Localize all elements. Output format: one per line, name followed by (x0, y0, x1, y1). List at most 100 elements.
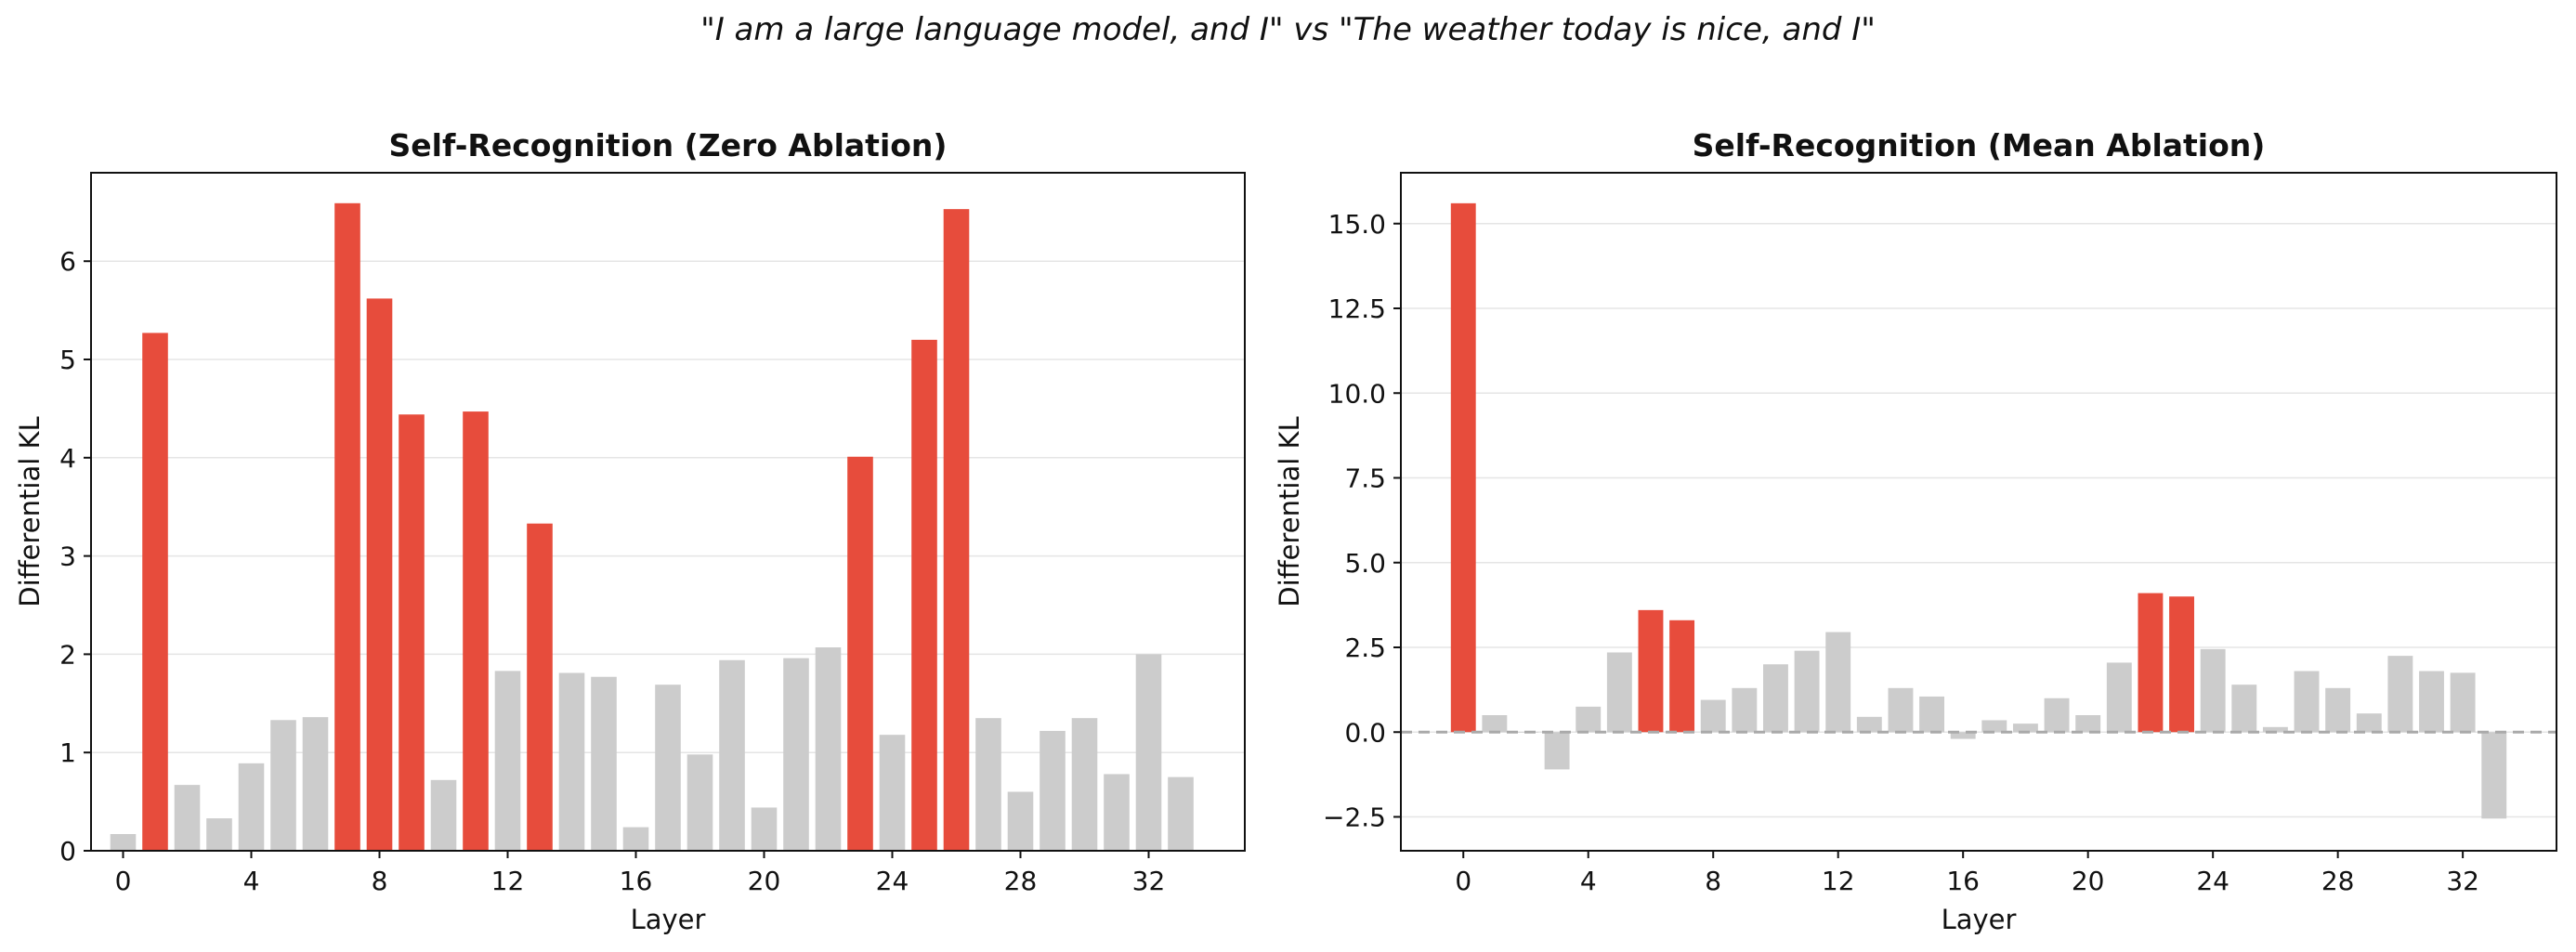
bar (1981, 720, 2007, 733)
x-axis-label: Layer (1942, 904, 2017, 935)
bar (815, 647, 842, 851)
y-tick-label: 5.0 (1344, 548, 1386, 579)
bar (655, 685, 681, 851)
bar (1950, 732, 1976, 739)
y-tick-label: 3 (59, 541, 76, 572)
bar (2419, 671, 2444, 733)
bar (2356, 713, 2382, 733)
y-tick-label: 12.5 (1328, 293, 1386, 324)
bar-highlighted (2138, 593, 2164, 733)
bar (1168, 776, 1194, 851)
y-tick-label: 7.5 (1344, 463, 1386, 494)
bar (2387, 656, 2413, 733)
bar (2450, 672, 2476, 733)
bar (879, 735, 906, 851)
bar (1071, 718, 1098, 851)
chart-title: Self-Recognition (Mean Ablation) (1693, 127, 2266, 163)
bar-highlighted (943, 209, 970, 852)
bar (1825, 632, 1851, 733)
x-tick-label: 24 (2196, 866, 2229, 896)
axes-frame (1400, 172, 2557, 852)
chart-title: Self-Recognition (Zero Ablation) (388, 127, 947, 163)
bar (591, 676, 617, 851)
bar (1763, 664, 1788, 733)
bar-highlighted (334, 202, 360, 851)
mean-ablation-panel: 0 4 8 12 16 20 24 28 32 −2.5 0.0 2.5 5.0 7.5 10.0 12.5 1… (1274, 127, 2557, 935)
bar (110, 834, 137, 851)
x-tick-label: 0 (115, 866, 132, 896)
x-tick-label: 32 (1132, 866, 1166, 896)
bar-highlighted (527, 523, 553, 851)
x-tick-label: 0 (1455, 866, 1471, 896)
bar (1482, 715, 1508, 733)
bar (622, 827, 649, 851)
x-tick-label: 20 (2072, 866, 2105, 896)
bar (494, 671, 521, 851)
bar (719, 659, 745, 851)
bar (1576, 706, 1602, 733)
x-tick-label: 4 (1580, 866, 1597, 896)
y-tick-label: 4 (59, 443, 76, 474)
y-tick-label: 2.5 (1344, 632, 1386, 663)
bar (1919, 696, 1945, 733)
bar (302, 717, 329, 851)
bar (270, 720, 296, 851)
x-tick-label: 8 (372, 866, 388, 896)
bar (686, 754, 713, 851)
figure-title: "I am a large language model, and I" vs … (700, 11, 1876, 48)
bar (2262, 726, 2288, 733)
bar (2481, 732, 2507, 819)
bar-highlighted (366, 298, 393, 851)
bar-highlighted (1669, 619, 1695, 733)
bar (2294, 671, 2320, 733)
bar (2075, 715, 2101, 733)
x-tick-label: 32 (2446, 866, 2479, 896)
bar (2106, 662, 2132, 733)
bar (2200, 648, 2226, 733)
x-tick-label: 16 (1946, 866, 1980, 896)
axes-frame (90, 172, 1246, 852)
y-axis-label: Differential KL (1274, 416, 1305, 606)
x-tick-label: 4 (243, 866, 260, 896)
y-tick-label: 1 (59, 737, 76, 768)
bar-highlighted (1450, 202, 1476, 733)
bar-highlighted (142, 333, 168, 851)
bar-highlighted (911, 339, 937, 851)
x-tick-label: 20 (748, 866, 781, 896)
bar (2044, 698, 2070, 733)
y-tick-label: 2 (59, 639, 76, 670)
y-tick-label: 5 (59, 345, 76, 375)
bar (1135, 654, 1162, 851)
bar-highlighted (399, 414, 425, 851)
x-tick-label: 28 (2321, 866, 2355, 896)
y-tick-label: 15.0 (1328, 209, 1386, 240)
x-tick-label: 24 (876, 866, 909, 896)
bar (751, 807, 778, 851)
bar (975, 718, 1001, 851)
bar (1794, 650, 1820, 733)
x-tick-label: 28 (1004, 866, 1038, 896)
bar-highlighted (847, 456, 873, 851)
bar (2231, 685, 2257, 733)
y-tick-label: −2.5 (1323, 802, 1386, 833)
x-tick-label: 16 (620, 866, 653, 896)
bar (1040, 730, 1066, 851)
y-tick-label: 6 (59, 246, 76, 277)
bar (1856, 716, 1882, 733)
bar (1007, 791, 1034, 851)
bar-highlighted (463, 411, 489, 851)
bar (1104, 774, 1130, 851)
bar (558, 672, 585, 851)
bar (783, 658, 809, 851)
x-axis-label: Layer (631, 904, 706, 935)
bar (206, 818, 232, 851)
bar (1544, 732, 1570, 770)
bar (238, 763, 265, 851)
x-tick-label: 8 (1705, 866, 1721, 896)
y-axis-label: Differential KL (14, 416, 46, 606)
bar (430, 779, 457, 851)
bar-highlighted (2169, 596, 2194, 733)
x-tick-label: 12 (1822, 866, 1855, 896)
